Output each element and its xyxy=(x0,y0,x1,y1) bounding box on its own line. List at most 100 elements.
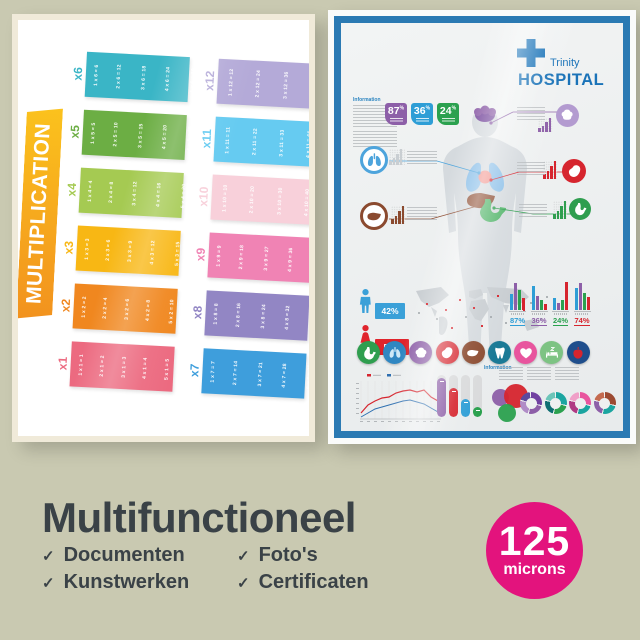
mult-table-strip-x8: 1 x 8 = 8 2 x 8 = 16 3 x 8 = 24 4 x 8 = 32 5… xyxy=(204,290,309,341)
mult-fact: 4 x 12 = 48 xyxy=(299,63,309,109)
mult-fact-text: 3 x 2 = 6 xyxy=(123,297,131,320)
brain-mini-chart xyxy=(538,118,553,132)
mult-fact: 3 x 10 = 30 xyxy=(265,177,295,223)
mult-fact-text: 2 x 3 = 6 xyxy=(105,238,113,261)
mult-fact: 3 x 12 = 36 xyxy=(271,62,301,108)
hospital-brand-name: Trinity xyxy=(550,57,580,69)
liver-icon xyxy=(467,349,479,356)
checkmark-icon: ✓ xyxy=(237,548,250,565)
mult-fact-text: 5 x 7 = 35 xyxy=(305,364,309,389)
mult-fact-text: 1 x 5 = 5 xyxy=(89,121,98,144)
mult-fact-text: 4 x 7 = 28 xyxy=(281,362,289,388)
mult-fact-text: 5 x 1 = 5 xyxy=(163,358,171,380)
stat-bar xyxy=(522,298,525,310)
stat-bar xyxy=(553,298,556,310)
mult-fact: 3 x 6 = 18 xyxy=(130,54,157,100)
mini-chart-bar xyxy=(556,211,560,219)
tooth-icon xyxy=(495,346,506,359)
mult-fact: 2 x 5 = 10 xyxy=(103,111,130,157)
male-stat-row: 42% xyxy=(359,289,409,319)
heart-icon xyxy=(519,347,532,358)
human-body-silhouette xyxy=(443,105,527,361)
mult-fact-text: 1 x 1 = 1 xyxy=(77,353,85,376)
mult-fact: 4 x 9 = 36 xyxy=(277,236,304,282)
thickness-badge: 125 microns xyxy=(486,502,583,599)
mult-fact: 2 x 4 = 8 xyxy=(100,169,124,215)
mult-table-strip-x10: 1 x 10 = 10 2 x 10 = 20 3 x 10 = 30 4 x 10 … xyxy=(210,174,309,225)
stat-group: 74% xyxy=(573,281,591,326)
pill-bar-fill xyxy=(473,407,482,417)
stat-group-bars xyxy=(553,281,568,310)
mult-fact: 3 x 5 = 15 xyxy=(127,112,154,158)
mult-fact-text: 3 x 8 = 24 xyxy=(259,303,268,329)
mult-fact: 5 x 9 = 45 xyxy=(302,237,309,283)
stomach-icon xyxy=(575,203,587,216)
mult-fact-text: 3 x 9 = 27 xyxy=(262,245,271,271)
hospital-poster-frame: Trinity HOSPITAL Information 87% 36% 24% xyxy=(334,16,630,438)
stat-group-axis xyxy=(552,311,569,312)
stat-group-value: 24% xyxy=(552,316,568,326)
info-paragraph xyxy=(353,131,397,149)
liver-callout-text xyxy=(407,207,437,221)
lungs-callout-circle xyxy=(360,146,388,174)
mult-fact-text: 2 x 7 = 14 xyxy=(232,360,240,385)
checkmark-icon: ✓ xyxy=(42,548,55,565)
stat-group-bars xyxy=(531,281,547,310)
mult-fact-text: 2 x 6 = 12 xyxy=(115,63,124,89)
mini-chart-bar xyxy=(548,118,552,132)
lungs-icon xyxy=(389,346,401,358)
female-icon xyxy=(359,325,372,355)
check-item-kunstwerken: ✓ Kunstwerken xyxy=(42,571,189,594)
stat-bar xyxy=(582,293,586,310)
mult-fact-text: 4 x 6 = 24 xyxy=(164,66,172,91)
mult-fact: 3 x 8 = 24 xyxy=(250,293,277,339)
pill-bar-track xyxy=(437,375,446,417)
pill-bar-label xyxy=(439,381,444,382)
mini-chart-bar xyxy=(391,219,394,224)
mult-fact: 3 x 7 = 21 xyxy=(247,351,274,397)
brain-organ-badge xyxy=(409,341,433,364)
percent-badge-value: 24% xyxy=(439,105,457,118)
stat-group-caption xyxy=(553,313,568,315)
check-item-label: Certificaten xyxy=(258,571,369,593)
liver-mini-chart xyxy=(391,206,405,224)
pill-bar-label xyxy=(475,410,480,411)
stat-group-axis xyxy=(573,311,591,312)
stat-group-caption xyxy=(532,313,546,315)
mult-fact-text: 1 x 6 = 6 xyxy=(92,63,101,86)
mult-fact: 4 x 11 = 44 xyxy=(294,121,309,167)
bed-organ-badge xyxy=(540,341,564,364)
information-heading-2: Information xyxy=(484,365,512,371)
percent-badge: 24% xyxy=(437,103,459,125)
brain-callout-circle xyxy=(556,104,579,127)
stat-group-axis xyxy=(530,311,548,312)
stat-bar xyxy=(543,304,547,310)
stomach-callout-circle xyxy=(569,198,591,220)
percent-badge-lines xyxy=(389,117,403,122)
mult-fact: 4 x 4 = 16 xyxy=(146,171,173,217)
mini-chart-bar xyxy=(546,171,550,179)
mult-fact: 2 x 11 = 22 xyxy=(240,118,269,164)
mult-fact: 3 x 4 = 12 xyxy=(121,170,148,216)
stat-group-value: 87% xyxy=(509,316,525,326)
mult-fact: 4 x 8 = 32 xyxy=(274,294,301,340)
mini-chart-bar xyxy=(396,154,399,165)
mult-table-label-x11: x11 xyxy=(198,128,214,149)
heart-organ-callout-text xyxy=(517,162,545,176)
brain-callout-text xyxy=(517,107,545,121)
mult-fact: 4 x 10 = 40 xyxy=(292,179,309,225)
mult-fact-text: 3 x 1 = 3 xyxy=(120,355,128,378)
pill-bar-fill xyxy=(449,388,458,417)
stat-bar xyxy=(561,300,564,310)
mini-chart-bar xyxy=(389,161,392,165)
check-item-fotos: ✓ Foto's xyxy=(237,544,318,567)
mult-fact-text: 4 x 11 = 44 xyxy=(305,130,309,158)
page-title: Multifunctioneel xyxy=(42,494,356,541)
hospital-poster-content: Trinity HOSPITAL Information 87% 36% 24% xyxy=(341,23,623,431)
